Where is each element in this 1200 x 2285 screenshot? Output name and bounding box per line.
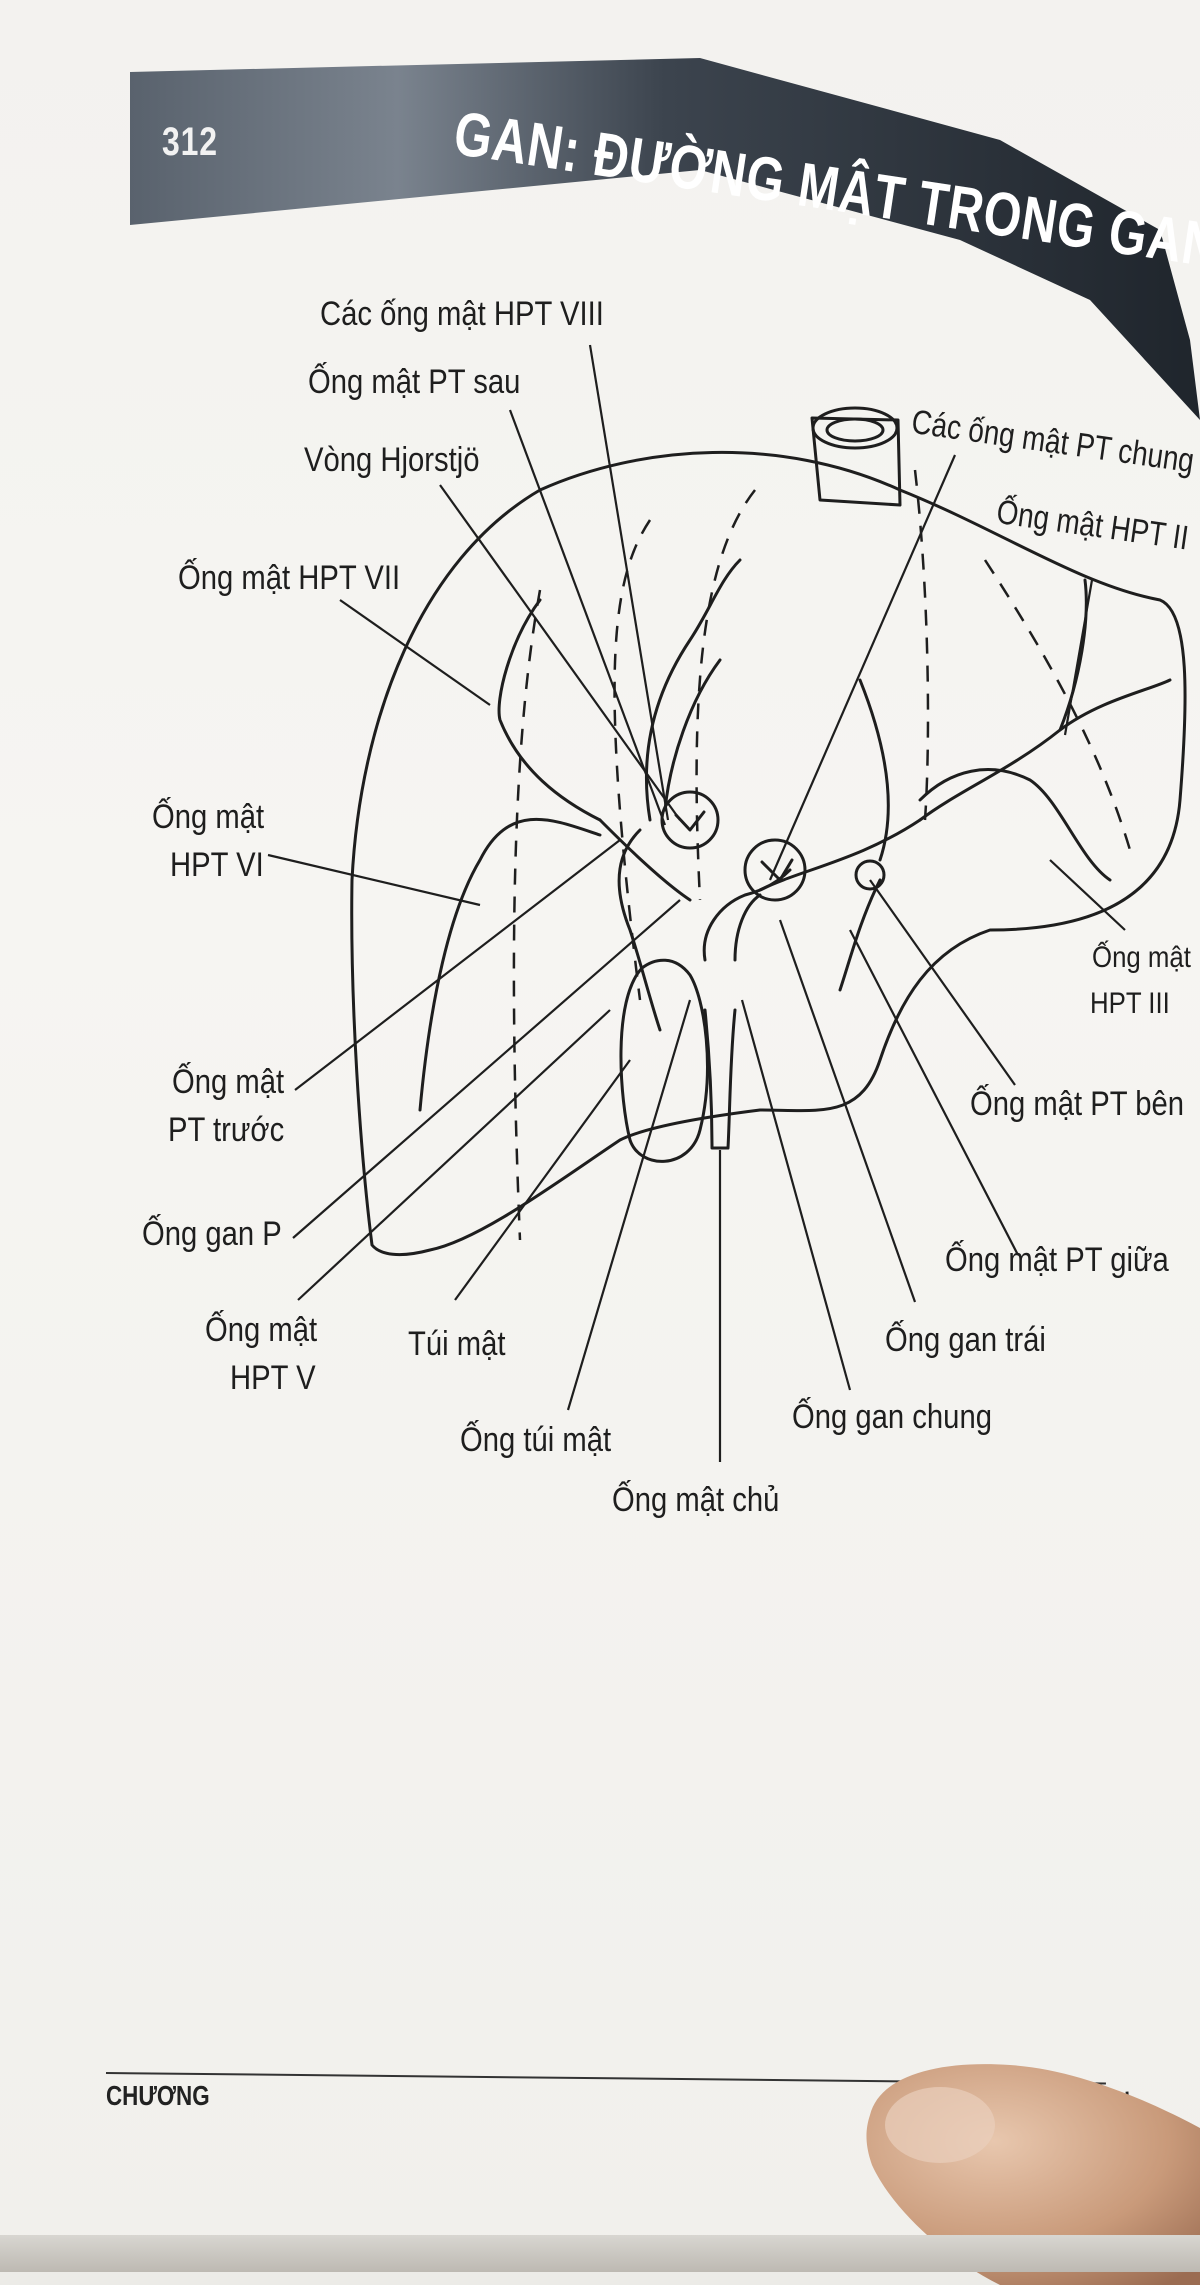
segment-boundary-mid [913, 469, 930, 821]
label-hpt6-line2: HPT VI [170, 846, 264, 884]
gallbladder [619, 958, 709, 1163]
leader-pt-chung [768, 454, 957, 881]
leader-gan-p [292, 899, 681, 1239]
label-gan-p: Ống gan P [142, 1215, 282, 1253]
page-edge [0, 2235, 1200, 2272]
leader-hpt3 [1049, 859, 1126, 931]
liver-outline [350, 451, 1187, 1256]
label-pt-sau: Ống mật PT sau [308, 363, 521, 401]
label-hpt3-line1: Ống mật [1092, 941, 1191, 974]
leader-hpt6 [267, 853, 481, 907]
label-tui-mat-duct: Ống túi mật [460, 1421, 612, 1459]
thumb-image [866, 2064, 1200, 2285]
label-hjorstjo: Vòng Hjorstjö [304, 441, 480, 479]
ivc-opening [811, 406, 899, 450]
common-bile-duct [703, 1008, 737, 1150]
leader-tui-mat-duct [566, 999, 692, 1411]
left-hepatic-duct [758, 818, 922, 892]
segment-boundary-main [695, 489, 756, 901]
leader-tui-mat [454, 1059, 631, 1301]
label-pt-ben: Ống mật PT bên [970, 1085, 1185, 1123]
label-hpt5-line2: HPT V [230, 1359, 316, 1397]
page-number: 312 [162, 120, 218, 164]
leader-hpt8 [588, 344, 670, 821]
leader-hpt2 [1063, 579, 1094, 736]
label-pt-giua: Ống mật PT giữa [945, 1241, 1169, 1279]
footer-chapter-label: CHƯƠNG [106, 2080, 210, 2111]
label-tui-mat: Túi mật [408, 1325, 506, 1363]
label-gan-trai: Ống gan trái [885, 1321, 1046, 1359]
leader-pt-truoc [294, 839, 621, 1091]
chapter-header-banner [130, 58, 1200, 420]
label-hpt5-line1: Ống mật [205, 1311, 318, 1349]
label-pt-truoc-line2: PT trước [168, 1111, 285, 1149]
inferior-vena-cava [810, 416, 902, 507]
segment-boundary-left [983, 559, 1132, 851]
leader-hjorstjo [439, 484, 681, 821]
segment-boundary-right [512, 589, 542, 1241]
label-hpt3-line2: HPT III [1090, 987, 1170, 1020]
leader-pt-giua [849, 929, 1019, 1256]
label-pt-truoc-line1: Ống mật [172, 1063, 285, 1101]
label-hpt6-line1: Ống mật [152, 798, 265, 836]
label-hpt7: Ống mật HPT VII [178, 559, 401, 597]
right-hepatic-duct [598, 818, 692, 902]
leader-pt-sau [508, 409, 667, 826]
leader-gan-chung [740, 999, 852, 1391]
label-gan-chung: Ống gan chung [792, 1398, 992, 1436]
leader-hpt5 [297, 1009, 611, 1301]
label-mat-chu: Ống mật chủ [612, 1481, 780, 1519]
leader-hpt7 [339, 599, 491, 706]
label-hpt8: Các ống mật HPT VIII [320, 295, 604, 333]
leader-gan-trai [778, 919, 917, 1303]
leader-pt-ben [869, 879, 1016, 1086]
